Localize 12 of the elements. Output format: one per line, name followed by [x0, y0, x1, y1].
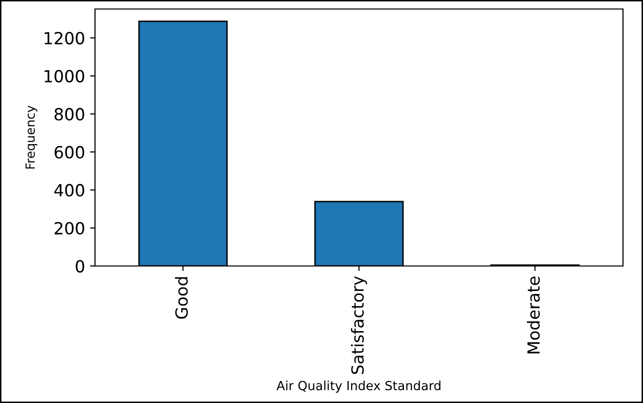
- x-tick-label: Satisfactory: [350, 276, 368, 374]
- y-tick-label: 400: [54, 184, 84, 197]
- y-tick-label: 800: [54, 108, 84, 120]
- y-tick-label: 0: [76, 260, 84, 273]
- x-axis-title: Air Quality Index Standard: [276, 380, 440, 393]
- y-tick-label: 1000: [44, 70, 84, 82]
- y-tick-label: 200: [54, 222, 84, 235]
- x-tick-label: Good: [174, 277, 188, 319]
- y-tick-label: 600: [54, 146, 84, 159]
- x-tick-label: Moderate: [526, 276, 540, 354]
- y-axis-title: Frequency: [26, 106, 38, 169]
- y-tick-label: 1200: [44, 32, 84, 44]
